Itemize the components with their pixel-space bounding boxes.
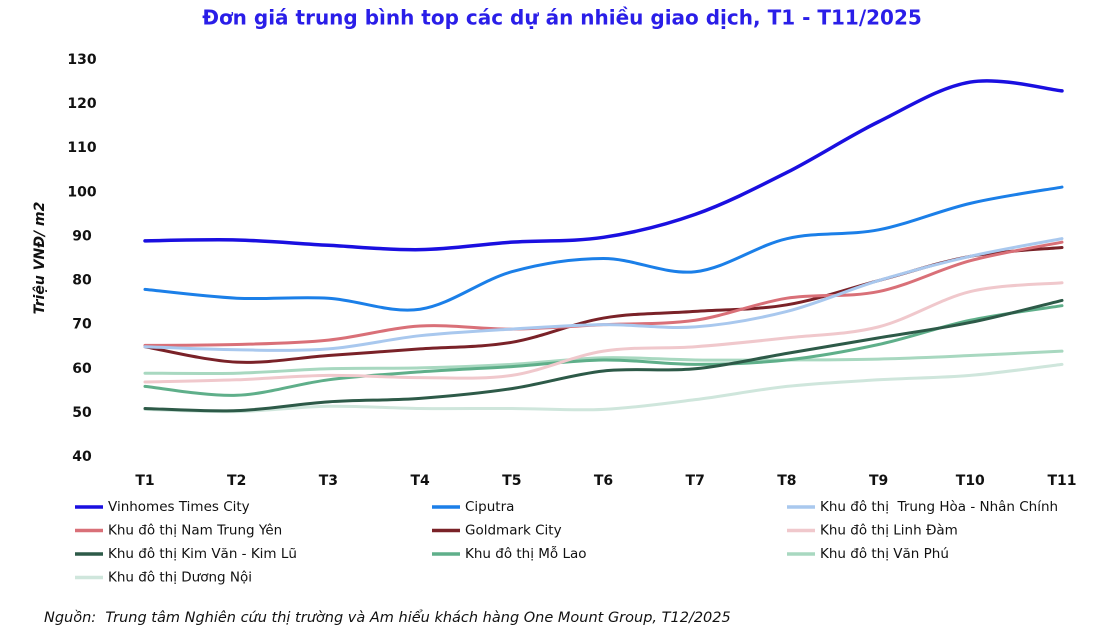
y-tick-label: 80 — [72, 273, 92, 289]
legend-label: Ciputra — [465, 499, 514, 515]
y-tick-label: 40 — [72, 449, 92, 465]
y-tick-label: 70 — [72, 317, 92, 333]
series-line — [143, 298, 1064, 413]
series-line — [143, 362, 1064, 414]
x-tick-label: T4 — [410, 473, 430, 489]
x-tick-label: T10 — [956, 473, 985, 489]
x-tick-label: T5 — [502, 473, 521, 489]
y-tick-label: 60 — [72, 361, 92, 377]
y-tick-label: 120 — [67, 96, 96, 112]
legend-label: Vinhomes Times City — [108, 499, 250, 515]
x-tick-label: T8 — [777, 473, 796, 489]
series-line — [143, 237, 1064, 352]
x-tick-label: T1 — [135, 473, 154, 489]
y-tick-label: 50 — [72, 405, 92, 421]
series-line — [143, 304, 1064, 397]
y-tick-label: 130 — [67, 52, 96, 68]
x-tick-label: T6 — [594, 473, 613, 489]
x-tick-label: T3 — [319, 473, 338, 489]
y-tick-label: 110 — [67, 140, 96, 156]
legend-label: Khu đô thị Linh Đàm — [820, 523, 958, 539]
legend-label: Goldmark City — [465, 523, 562, 539]
series-line — [143, 281, 1064, 384]
x-tick-label: T9 — [869, 473, 888, 489]
y-tick-label: 90 — [72, 228, 92, 244]
y-axis-label: Triệu VNĐ/ m2 — [32, 202, 48, 315]
legend-label: Khu đô thị Văn Phú — [820, 546, 949, 562]
x-tick-label: T11 — [1047, 473, 1076, 489]
series-line — [143, 349, 1064, 376]
legend-label: Khu đô thị Trung Hòa - Nhân Chính — [820, 499, 1058, 515]
legend-label: Khu đô thị Dương Nội — [108, 570, 252, 586]
source-note: Nguồn: Trung tâm Nghiên cứu thị trường v… — [44, 609, 731, 626]
series-line — [143, 79, 1064, 252]
x-tick-label: T7 — [686, 473, 705, 489]
legend-label: Khu đô thị Kim Văn - Kim Lũ — [108, 546, 297, 562]
x-tick-label: T2 — [227, 473, 246, 489]
y-tick-label: 100 — [67, 184, 96, 200]
series-line — [143, 185, 1064, 312]
chart-title: Đơn giá trung bình top các dự án nhiều g… — [202, 6, 922, 30]
legend-label: Khu đô thị Nam Trung Yên — [108, 523, 282, 539]
series-line — [143, 245, 1064, 364]
legend-label: Khu đô thị Mỗ Lao — [465, 545, 587, 562]
